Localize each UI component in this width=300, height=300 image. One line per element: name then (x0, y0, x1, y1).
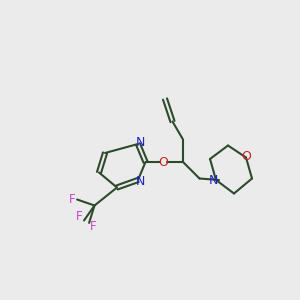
Text: O: O (159, 155, 168, 169)
Text: N: N (135, 175, 145, 188)
Text: F: F (90, 220, 96, 233)
Text: N: N (135, 136, 145, 149)
Text: O: O (241, 149, 251, 163)
Text: F: F (69, 193, 75, 206)
Text: N: N (209, 173, 218, 187)
Text: F: F (76, 209, 83, 223)
